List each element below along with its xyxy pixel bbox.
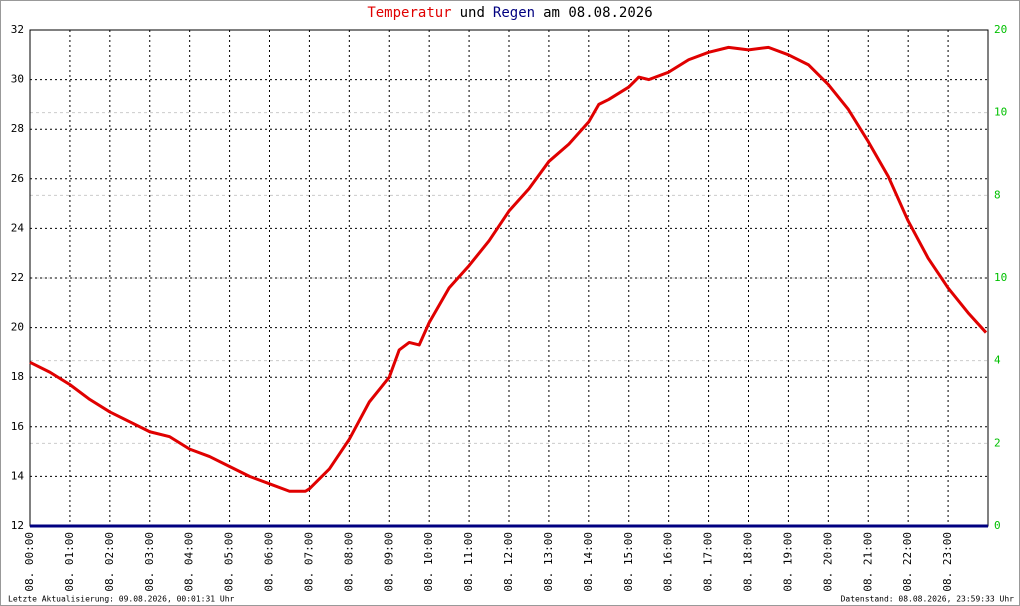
chart-title: Temperatur und Regen am 08.08.2026: [367, 5, 652, 21]
y-tick-label: 18: [11, 370, 24, 383]
y2-tick-label: 20: [994, 23, 1007, 36]
title-part: Regen: [493, 5, 535, 21]
x-tick-label: 08. 18:00: [742, 532, 755, 592]
y-tick-label: 16: [11, 420, 24, 433]
y-tick-label: 30: [11, 73, 24, 86]
y-tick-label: 32: [11, 23, 24, 36]
x-tick-label: 08. 23:00: [941, 532, 954, 592]
x-tick-label: 08. 06:00: [263, 532, 276, 592]
x-tick-label: 08. 14:00: [582, 532, 595, 592]
x-tick-label: 08. 07:00: [302, 532, 315, 592]
y2-tick-label: 2: [994, 436, 1001, 449]
x-tick-label: 08. 22:00: [901, 532, 914, 592]
x-tick-label: 08. 03:00: [143, 532, 156, 592]
y-tick-label: 20: [11, 321, 24, 334]
y-tick-label: 12: [11, 519, 24, 532]
x-tick-label: 08. 20:00: [821, 532, 834, 592]
x-tick-label: 08. 09:00: [382, 532, 395, 592]
x-tick-label: 08. 15:00: [622, 532, 635, 592]
x-tick-label: 08. 00:00: [23, 532, 36, 592]
title-part: und: [460, 5, 485, 21]
x-tick-label: 08. 11:00: [462, 532, 475, 592]
y-tick-label: 22: [11, 271, 24, 284]
x-tick-label: 08. 16:00: [662, 532, 675, 592]
x-tick-label: 08. 12:00: [502, 532, 515, 592]
x-tick-label: 08. 10:00: [422, 532, 435, 592]
y-tick-label: 28: [11, 122, 24, 135]
y2-tick-label: 0: [994, 519, 1001, 532]
y-tick-label: 14: [11, 469, 25, 482]
y2-tick-label: 4: [994, 354, 1001, 367]
title-part: am 08.08.2026: [543, 5, 653, 21]
y2-tick-label: 10: [994, 271, 1007, 284]
y-tick-label: 24: [11, 221, 25, 234]
x-tick-label: 08. 02:00: [103, 532, 116, 592]
data-line: [29, 45, 988, 493]
x-tick-label: 08. 21:00: [861, 532, 874, 592]
x-tick-label: 08. 19:00: [781, 532, 794, 592]
y-tick-label: 26: [11, 172, 24, 185]
x-tick-label: 08. 05:00: [223, 532, 236, 592]
footer-left: Letzte Aktualisierung: 09.08.2026, 00:01…: [8, 595, 235, 604]
y2-tick-label: 10: [994, 106, 1007, 119]
x-tick-label: 08. 04:00: [183, 532, 196, 592]
x-tick-label: 08. 08:00: [342, 532, 355, 592]
x-tick-label: 08. 17:00: [702, 532, 715, 592]
x-tick-label: 08. 01:00: [63, 532, 76, 592]
title-part: Temperatur: [367, 5, 451, 21]
y2-tick-label: 8: [994, 188, 1001, 201]
footer-right: Datenstand: 08.08.2026, 23:59:33 Uhr: [841, 595, 1015, 604]
x-tick-label: 08. 13:00: [542, 532, 555, 592]
